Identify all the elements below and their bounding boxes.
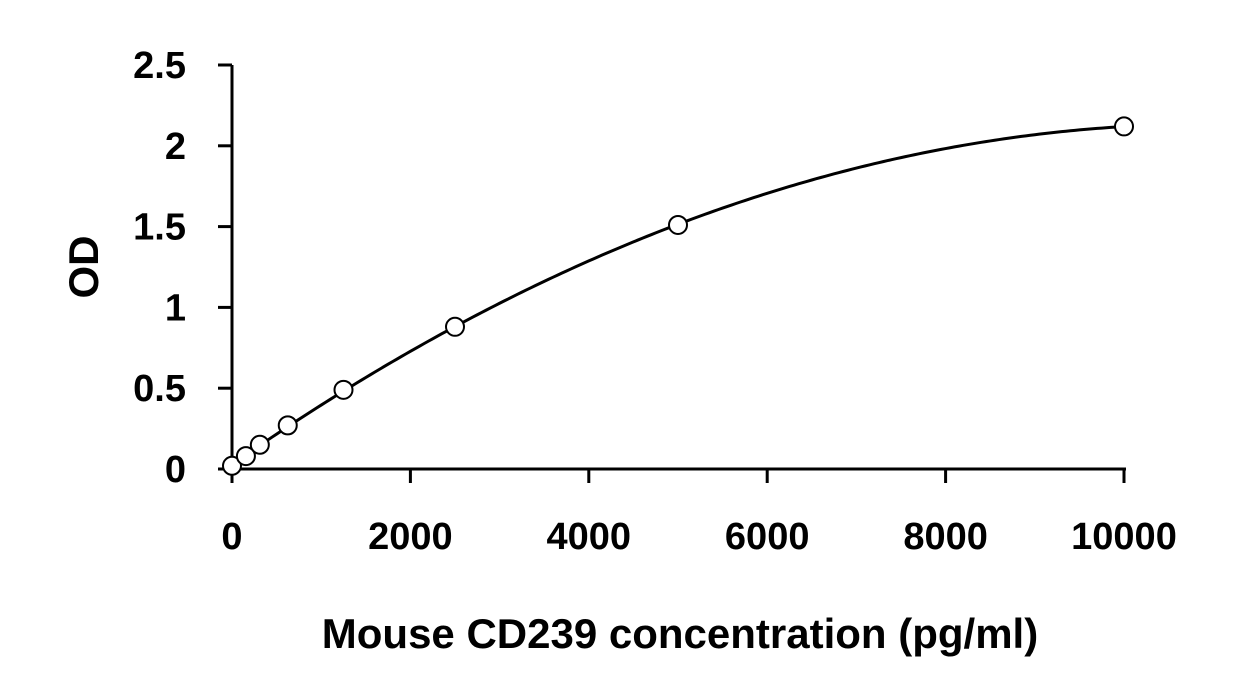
x-tick-label: 10000 xyxy=(1071,516,1177,558)
fitted-curve-line xyxy=(231,125,1125,466)
y-tick-label: 1 xyxy=(165,287,186,329)
x-axis-title: Mouse CD239 concentration (pg/ml) xyxy=(322,610,1038,657)
data-point xyxy=(333,379,354,400)
y-tick-label: 1.5 xyxy=(133,207,186,249)
y-axis-ticks: 0 0.5 1 1.5 2 2.5 xyxy=(133,45,232,491)
x-tick-label: 6000 xyxy=(725,516,810,558)
x-tick-label: 0 xyxy=(221,516,242,558)
data-point xyxy=(668,214,688,235)
x-tick-label: 8000 xyxy=(903,516,988,558)
x-tick-label: 2000 xyxy=(368,516,453,558)
data-point xyxy=(222,455,242,476)
x-axis-ticks: 0 2000 4000 6000 8000 10000 xyxy=(221,469,1177,558)
y-tick-label: 2.5 xyxy=(133,45,186,87)
y-tick-label: 0 xyxy=(165,449,186,491)
data-point xyxy=(445,316,465,337)
y-axis-title: OD xyxy=(60,236,107,299)
data-point xyxy=(1114,116,1134,137)
data-point xyxy=(277,415,298,436)
data-point xyxy=(249,434,270,455)
y-tick-label: 0.5 xyxy=(133,368,186,410)
data-point xyxy=(235,446,256,467)
y-tick-label: 2 xyxy=(165,126,186,168)
x-tick-label: 4000 xyxy=(547,516,632,558)
data-points xyxy=(222,116,1134,476)
